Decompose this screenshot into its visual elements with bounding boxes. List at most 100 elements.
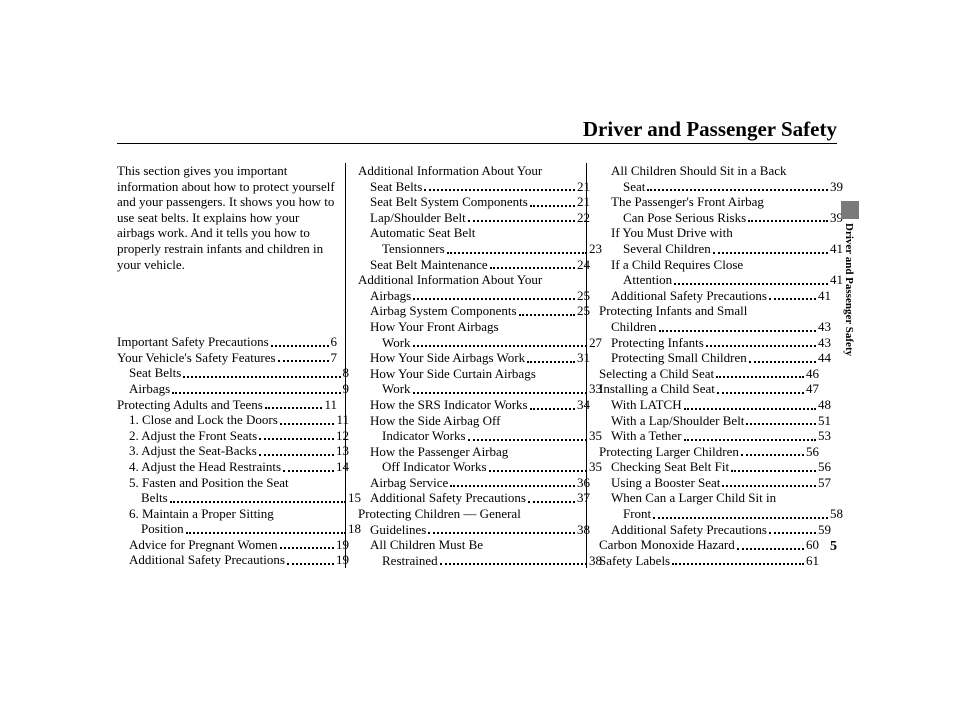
toc-entry: Work27 bbox=[358, 335, 602, 351]
toc-entry: Airbags9 bbox=[117, 381, 349, 397]
toc-text: Protecting Children — General bbox=[358, 506, 521, 521]
toc-leader-dots bbox=[769, 298, 816, 300]
toc-entry: Additional Information About Your bbox=[358, 272, 578, 288]
toc-entry: With LATCH48 bbox=[599, 397, 831, 413]
toc-page: 43 bbox=[818, 319, 831, 335]
toc-entry: Automatic Seat Belt bbox=[358, 225, 578, 241]
toc-column-1: This section gives you important informa… bbox=[117, 163, 337, 568]
toc-entry: Seat Belt System Components21 bbox=[358, 194, 590, 210]
toc-entry: Can Pose Serious Risks39 bbox=[599, 210, 843, 226]
toc-leader-dots bbox=[674, 283, 828, 285]
toc-entry: Airbag Service36 bbox=[358, 475, 590, 491]
toc-entry: Lap/Shoulder Belt22 bbox=[358, 210, 590, 226]
toc-page: 6 bbox=[331, 334, 338, 350]
toc-entry: Children43 bbox=[599, 319, 831, 335]
toc-entry: How Your Front Airbags bbox=[358, 319, 578, 335]
toc-text: Airbag Service bbox=[370, 475, 448, 491]
toc-entry: How Your Side Airbags Work31 bbox=[358, 350, 590, 366]
toc-text: Indicator Works bbox=[382, 428, 466, 444]
toc-text: Attention bbox=[623, 272, 672, 288]
toc-leader-dots bbox=[489, 470, 587, 472]
toc-text: The Passenger's Front Airbag bbox=[611, 194, 764, 209]
toc-entry: Off Indicator Works35 bbox=[358, 459, 602, 475]
toc-page: 58 bbox=[830, 506, 843, 522]
toc-entry: How the Passenger Airbag bbox=[358, 444, 578, 460]
toc-entry: All Children Should Sit in a Back bbox=[599, 163, 819, 179]
toc-leader-dots bbox=[716, 376, 804, 378]
toc-text: Automatic Seat Belt bbox=[370, 225, 475, 240]
toc-entry: When Can a Larger Child Sit in bbox=[599, 490, 819, 506]
toc-text: Additional Safety Precautions bbox=[611, 522, 767, 538]
toc-text: Front bbox=[623, 506, 651, 522]
toc-entry: Belts15 bbox=[117, 490, 361, 506]
toc-entry: Your Vehicle's Safety Features7 bbox=[117, 350, 337, 366]
toc-leader-dots bbox=[706, 345, 816, 347]
toc-leader-dots bbox=[749, 361, 816, 363]
toc-text: Additional Information About Your bbox=[358, 163, 542, 178]
toc-text: Airbags bbox=[370, 288, 411, 304]
toc-text: Protecting Infants bbox=[611, 335, 704, 351]
toc-entry: 3. Adjust the Seat-Backs13 bbox=[117, 443, 349, 459]
toc-page: 7 bbox=[331, 350, 338, 366]
toc-leader-dots bbox=[528, 501, 575, 503]
toc-entry: Work33 bbox=[358, 381, 602, 397]
toc-text: 5. Fasten and Position the Seat bbox=[129, 475, 289, 490]
toc-text: Work bbox=[382, 381, 411, 397]
toc-entry: 4. Adjust the Head Restraints14 bbox=[117, 459, 349, 475]
toc-entry: Airbag System Components25 bbox=[358, 303, 590, 319]
toc-leader-dots bbox=[450, 485, 575, 487]
toc-leader-dots bbox=[183, 376, 340, 378]
toc-leader-dots bbox=[172, 392, 340, 394]
toc-leader-dots bbox=[737, 548, 804, 550]
toc-entry: Protecting Larger Children56 bbox=[599, 444, 819, 460]
toc-text: When Can a Larger Child Sit in bbox=[611, 490, 776, 505]
toc-text: Protecting Larger Children bbox=[599, 444, 739, 460]
toc-entry: Seat Belt Maintenance24 bbox=[358, 257, 590, 273]
horizontal-rule bbox=[117, 143, 837, 144]
toc-leader-dots bbox=[440, 563, 587, 565]
toc-text: Additional Safety Precautions bbox=[129, 552, 285, 568]
toc-leader-dots bbox=[659, 330, 817, 332]
toc-leader-dots bbox=[530, 408, 575, 410]
toc-leader-dots bbox=[722, 485, 816, 487]
toc-leader-dots bbox=[413, 345, 587, 347]
toc-leader-dots bbox=[746, 423, 816, 425]
toc-entry: Checking Seat Belt Fit56 bbox=[599, 459, 831, 475]
toc-leader-dots bbox=[283, 470, 334, 472]
toc-entry: Airbags25 bbox=[358, 288, 590, 304]
toc-entry: Seat39 bbox=[599, 179, 843, 195]
toc-entry: With a Tether53 bbox=[599, 428, 831, 444]
toc-entry: 5. Fasten and Position the Seat bbox=[117, 475, 337, 491]
toc-text: Can Pose Serious Risks bbox=[623, 210, 746, 226]
toc-text: Carbon Monoxide Hazard bbox=[599, 537, 735, 553]
toc-page: 51 bbox=[818, 413, 831, 429]
toc-entry: Using a Booster Seat57 bbox=[599, 475, 831, 491]
toc-entry: Protecting Children — General bbox=[358, 506, 578, 522]
toc-entry: Indicator Works35 bbox=[358, 428, 602, 444]
toc-leader-dots bbox=[684, 408, 816, 410]
toc-text: Advice for Pregnant Women bbox=[129, 537, 278, 553]
toc-text: Additional Safety Precautions bbox=[370, 490, 526, 506]
toc-page: 60 bbox=[806, 537, 819, 553]
toc-entry: Protecting Infants and Small bbox=[599, 303, 819, 319]
toc-text: Seat Belts bbox=[129, 365, 181, 381]
toc-entry: How the SRS Indicator Works34 bbox=[358, 397, 590, 413]
toc-text: Protecting Infants and Small bbox=[599, 303, 747, 318]
toc-text: Installing a Child Seat bbox=[599, 381, 715, 397]
toc-page: 47 bbox=[806, 381, 819, 397]
tab-label: Driver and Passenger Safety bbox=[843, 223, 855, 356]
toc-text: Several Children bbox=[623, 241, 711, 257]
toc-leader-dots bbox=[280, 423, 335, 425]
toc-text: Tensionners bbox=[382, 241, 445, 257]
toc-entry: Safety Labels61 bbox=[599, 553, 819, 569]
toc-entry: Advice for Pregnant Women19 bbox=[117, 537, 349, 553]
toc-leader-dots bbox=[769, 532, 816, 534]
toc-text: 4. Adjust the Head Restraints bbox=[129, 459, 281, 475]
toc-text: Additional Information About Your bbox=[358, 272, 542, 287]
toc-page: 41 bbox=[818, 288, 831, 304]
toc-entry: 2. Adjust the Front Seats12 bbox=[117, 428, 349, 444]
toc-leader-dots bbox=[271, 345, 329, 347]
toc-page: 44 bbox=[818, 350, 831, 366]
toc-leader-dots bbox=[287, 563, 334, 565]
toc-leader-dots bbox=[717, 392, 804, 394]
